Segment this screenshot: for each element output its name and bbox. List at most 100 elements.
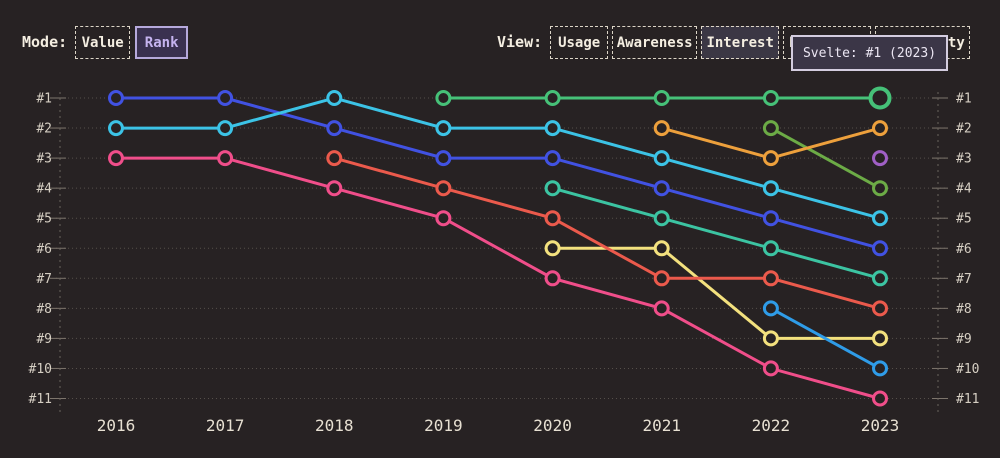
series-line-line-teal <box>552 186 881 280</box>
data-point-line-teal-2022[interactable] <box>762 240 779 257</box>
view-option-usage[interactable]: Usage <box>550 26 609 59</box>
rank-label-right-8: #8 <box>956 302 972 317</box>
rank-label-left-9: #9 <box>36 332 52 347</box>
data-point-line-royal-blue-2022[interactable] <box>762 210 779 227</box>
data-point-line-pink-2017[interactable] <box>217 150 234 167</box>
data-point-line-light-blue-2022[interactable] <box>762 300 779 317</box>
data-point-line-amber-2021[interactable] <box>653 120 670 137</box>
data-point-line-lime-2023[interactable] <box>872 180 888 197</box>
data-point-line-red-2021[interactable] <box>653 270 670 287</box>
data-point-line-royal-blue-2023[interactable] <box>872 240 888 257</box>
rank-label-left-5: #5 <box>36 212 52 227</box>
year-label-2022: 2022 <box>752 416 791 435</box>
data-point-line-royal-blue-2019[interactable] <box>435 150 452 167</box>
year-label-2018: 2018 <box>315 416 354 435</box>
rank-label-left-11: #11 <box>29 392 52 407</box>
data-point-line-purple-2023[interactable] <box>872 150 888 167</box>
data-point-line-pink-2023[interactable] <box>872 390 888 407</box>
data-point-line-yellow-2022[interactable] <box>762 330 779 347</box>
data-point-line-cyan-2022[interactable] <box>762 180 779 197</box>
data-point-Svelte-2020[interactable] <box>544 90 561 106</box>
rank-label-left-3: #3 <box>36 152 52 167</box>
data-point-line-royal-blue-2021[interactable] <box>653 180 670 197</box>
rank-label-left-6: #6 <box>36 242 52 257</box>
data-point-line-cyan-2019[interactable] <box>435 120 452 137</box>
mode-toggle-group: Mode: Value Rank <box>22 26 189 59</box>
view-option-interest[interactable]: Interest <box>701 26 780 59</box>
view-option-awareness[interactable]: Awareness <box>612 26 698 59</box>
data-point-line-teal-2021[interactable] <box>653 210 670 227</box>
data-point-line-red-2018[interactable] <box>326 150 343 167</box>
rank-label-left-7: #7 <box>36 272 52 287</box>
data-point-line-cyan-2021[interactable] <box>653 150 670 167</box>
rank-label-left-10: #10 <box>29 362 52 377</box>
series-line-line-light-blue <box>770 307 881 370</box>
year-label-2019: 2019 <box>424 416 463 435</box>
data-point-line-royal-blue-2017[interactable] <box>217 90 234 106</box>
rank-label-right-4: #4 <box>956 182 972 197</box>
data-point-line-teal-2020[interactable] <box>544 180 561 197</box>
data-point-line-yellow-2020[interactable] <box>544 240 561 257</box>
rank-label-right-10: #10 <box>956 362 979 377</box>
data-point-line-yellow-2023[interactable] <box>872 330 888 347</box>
year-label-2016: 2016 <box>97 416 136 435</box>
data-point-line-royal-blue-2020[interactable] <box>544 150 561 167</box>
data-point-line-cyan-2023[interactable] <box>872 210 888 227</box>
year-label-2021: 2021 <box>642 416 681 435</box>
data-point-line-pink-2021[interactable] <box>653 300 670 317</box>
data-point-line-cyan-2018[interactable] <box>326 90 343 106</box>
series-line-line-royal-blue <box>116 96 881 250</box>
data-point-Svelte-2022[interactable] <box>762 90 779 106</box>
tooltip-text: Svelte: #1 (2023) <box>802 45 937 61</box>
rank-label-right-9: #9 <box>956 332 972 347</box>
mode-label: Mode: <box>22 33 68 51</box>
data-point-line-amber-2023[interactable] <box>872 120 888 137</box>
series-line-line-pink <box>116 156 881 400</box>
data-point-line-red-2019[interactable] <box>435 180 452 197</box>
data-point-line-pink-2022[interactable] <box>762 360 779 377</box>
data-point-line-pink-2018[interactable] <box>326 180 343 197</box>
data-point-line-cyan-2016[interactable] <box>108 120 124 137</box>
rank-label-right-3: #3 <box>956 152 972 167</box>
hover-tooltip: Svelte: #1 (2023) <box>791 35 948 71</box>
mode-option-value[interactable]: Value <box>75 26 131 59</box>
data-point-line-pink-2019[interactable] <box>435 210 452 227</box>
rank-label-right-1: #1 <box>956 92 972 107</box>
rank-label-left-1: #1 <box>36 92 52 107</box>
data-point-line-lime-2022[interactable] <box>762 120 779 137</box>
data-point-line-red-2023[interactable] <box>872 300 888 317</box>
data-point-line-cyan-2017[interactable] <box>217 120 234 137</box>
data-point-Svelte-2023[interactable] <box>868 86 892 110</box>
view-label: View: <box>497 33 543 51</box>
rank-label-left-4: #4 <box>36 182 52 197</box>
mode-option-rank[interactable]: Rank <box>135 26 189 59</box>
data-point-line-red-2022[interactable] <box>762 270 779 287</box>
year-label-2020: 2020 <box>533 416 572 435</box>
series-line-line-cyan <box>116 96 881 220</box>
data-point-line-pink-2016[interactable] <box>108 150 124 167</box>
data-point-line-yellow-2021[interactable] <box>653 240 670 257</box>
rank-label-left-8: #8 <box>36 302 52 317</box>
rank-label-right-11: #11 <box>956 392 979 407</box>
data-point-line-red-2020[interactable] <box>544 210 561 227</box>
rank-label-right-7: #7 <box>956 272 972 287</box>
rank-label-left-2: #2 <box>36 122 52 137</box>
series-line-line-red <box>333 156 881 310</box>
data-point-line-amber-2022[interactable] <box>762 150 779 167</box>
year-label-2017: 2017 <box>206 416 245 435</box>
data-point-line-light-blue-2023[interactable] <box>872 360 888 377</box>
year-label-2023: 2023 <box>861 416 900 435</box>
rank-label-right-5: #5 <box>956 212 972 227</box>
rank-label-right-2: #2 <box>956 122 972 137</box>
series-line-line-lime <box>770 126 881 190</box>
data-point-line-teal-2023[interactable] <box>872 270 888 287</box>
data-point-line-royal-blue-2016[interactable] <box>108 90 124 106</box>
data-point-Svelte-2019[interactable] <box>435 90 452 106</box>
data-point-Svelte-2021[interactable] <box>653 90 670 106</box>
rank-label-right-6: #6 <box>956 242 972 257</box>
data-point-line-royal-blue-2018[interactable] <box>326 120 343 137</box>
data-point-line-pink-2020[interactable] <box>544 270 561 287</box>
data-point-line-cyan-2020[interactable] <box>544 120 561 137</box>
